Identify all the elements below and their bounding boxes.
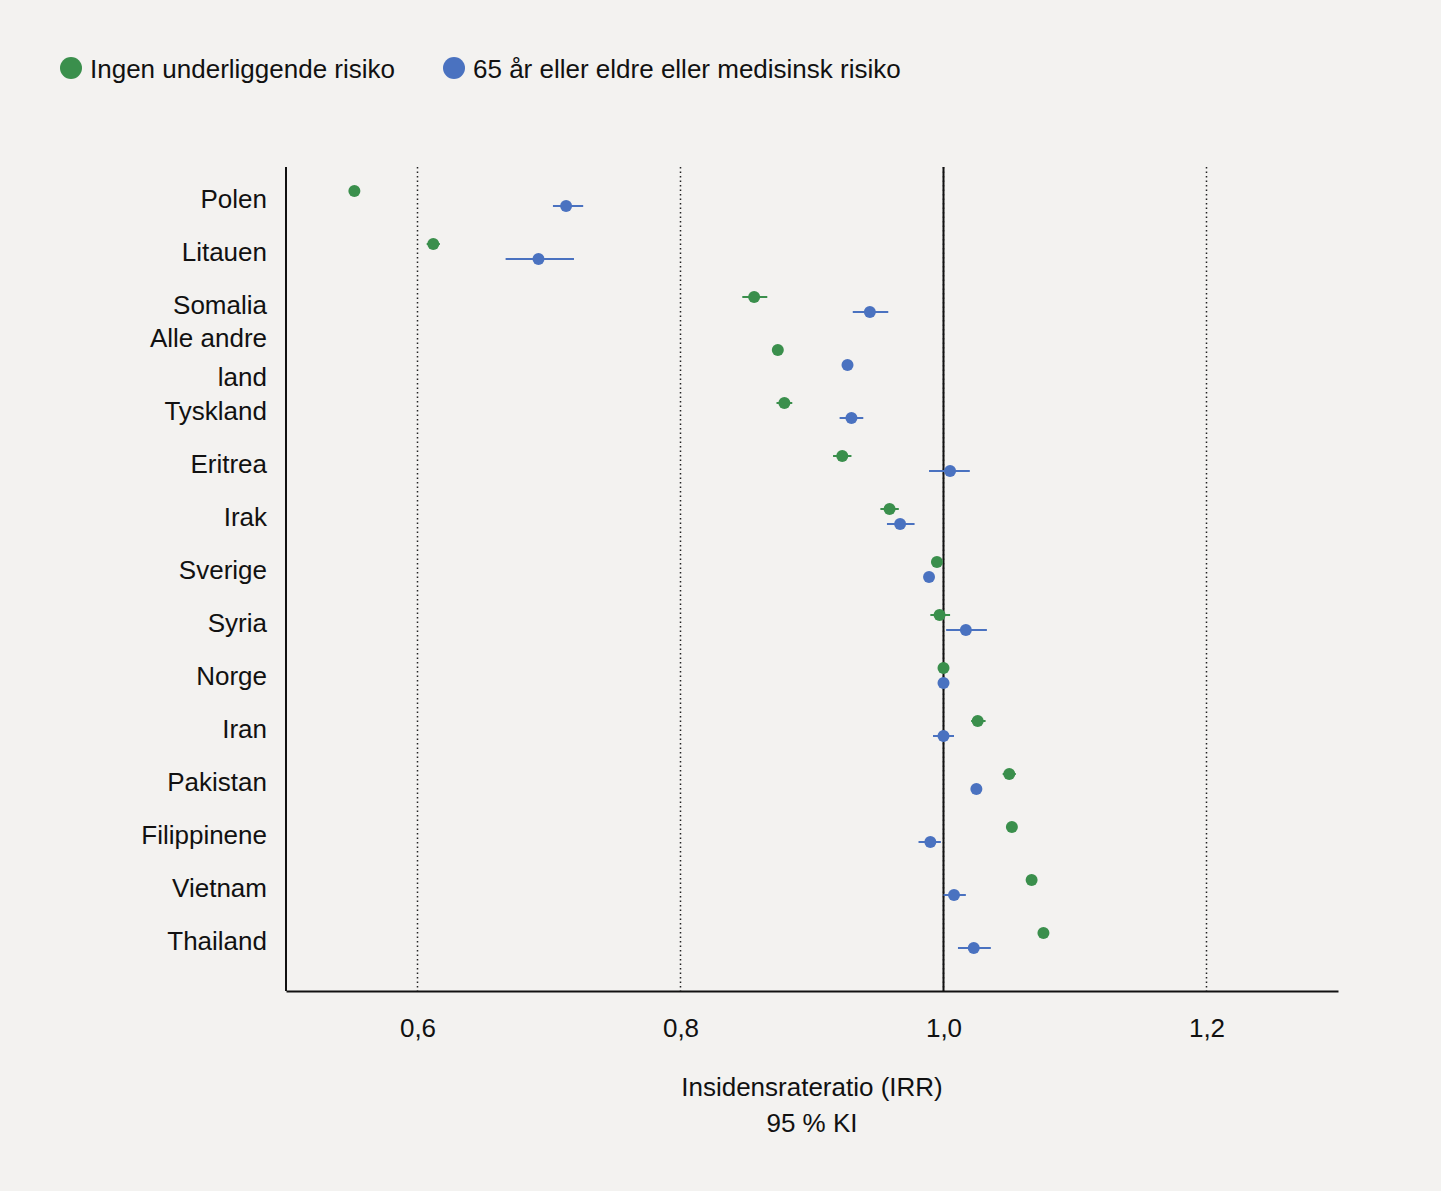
x-tick-label: 1,2 bbox=[1189, 1013, 1225, 1043]
y-tick-label: Pakistan bbox=[167, 767, 267, 797]
x-tick: 0,8 bbox=[663, 991, 699, 1043]
x-tick-label: 0,8 bbox=[663, 1013, 699, 1043]
x-tick: 1,0 bbox=[926, 991, 962, 1043]
x-tick-label: 0,6 bbox=[400, 1013, 436, 1043]
point bbox=[923, 571, 935, 583]
point bbox=[427, 238, 439, 250]
x-tick: 1,2 bbox=[1189, 991, 1225, 1043]
point bbox=[1006, 821, 1018, 833]
legend-marker bbox=[60, 57, 82, 79]
point bbox=[1026, 874, 1038, 886]
point bbox=[532, 253, 544, 265]
y-tick-label: Polen bbox=[201, 184, 268, 214]
y-tick-label: Sverige bbox=[179, 555, 267, 585]
grid-line bbox=[1206, 167, 1208, 991]
y-tick-label: Alle andreland bbox=[150, 323, 267, 392]
legend: Ingen underliggende risiko 65 år eller el… bbox=[60, 54, 901, 84]
series bbox=[506, 200, 991, 954]
x-axis-title: Insidensrateratio (IRR) bbox=[681, 1072, 943, 1102]
point bbox=[938, 677, 950, 689]
y-labels: Polen Litauen SomaliaAlle andreland Tysklan… bbox=[141, 184, 268, 956]
grid bbox=[418, 167, 1207, 991]
x-axis: 0,6 0,8 1,0 1,2 bbox=[287, 991, 1339, 1043]
point bbox=[968, 942, 980, 954]
point bbox=[894, 518, 906, 530]
x-axis-title: 95 % KI bbox=[766, 1108, 857, 1138]
point bbox=[944, 465, 956, 477]
y-tick-label: Irak bbox=[224, 502, 268, 532]
y-tick-label: Somalia bbox=[173, 290, 267, 320]
point bbox=[864, 306, 876, 318]
point bbox=[748, 291, 760, 303]
point bbox=[931, 556, 943, 568]
y-tick-label: Eritrea bbox=[190, 449, 267, 479]
point bbox=[778, 397, 790, 409]
y-tick-label: Filippinene bbox=[141, 820, 267, 850]
y-tick-label: Syria bbox=[208, 608, 268, 638]
point bbox=[836, 450, 848, 462]
grid-line bbox=[680, 167, 682, 991]
series bbox=[348, 185, 1049, 939]
chart: 0,6 0,8 1,0 1,2 Polen Litauen SomaliaAlle andr… bbox=[0, 0, 1441, 1191]
y-tick-label: Norge bbox=[196, 661, 267, 691]
x-tick: 0,6 bbox=[400, 991, 436, 1043]
x-tick-label: 1,0 bbox=[926, 1013, 962, 1043]
point bbox=[845, 412, 857, 424]
point bbox=[972, 715, 984, 727]
y-tick-label: Thailand bbox=[167, 926, 267, 956]
point bbox=[1037, 927, 1049, 939]
point bbox=[938, 730, 950, 742]
point bbox=[960, 624, 972, 636]
y-tick-label: Litauen bbox=[182, 237, 267, 267]
point bbox=[948, 889, 960, 901]
y-tick-label: Tyskland bbox=[164, 396, 267, 426]
legend-marker bbox=[443, 57, 465, 79]
point bbox=[884, 503, 896, 515]
legend-label: Ingen underliggende risiko bbox=[90, 54, 395, 84]
grid-line bbox=[943, 167, 945, 991]
point bbox=[348, 185, 360, 197]
reference-line bbox=[943, 167, 945, 991]
legend-label: 65 år eller eldre eller medisinsk risiko bbox=[473, 54, 901, 84]
y-tick-label: Vietnam bbox=[172, 873, 267, 903]
y-tick-label: Iran bbox=[222, 714, 267, 744]
background bbox=[0, 0, 1441, 1191]
point bbox=[1003, 768, 1015, 780]
point bbox=[938, 662, 950, 674]
point bbox=[970, 783, 982, 795]
x-axis-line bbox=[287, 991, 1339, 993]
point bbox=[560, 200, 572, 212]
point bbox=[924, 836, 936, 848]
marks bbox=[348, 185, 1049, 954]
y-axis-line bbox=[285, 167, 287, 991]
point bbox=[772, 344, 784, 356]
point bbox=[934, 609, 946, 621]
point bbox=[842, 359, 854, 371]
grid-line bbox=[417, 167, 419, 991]
